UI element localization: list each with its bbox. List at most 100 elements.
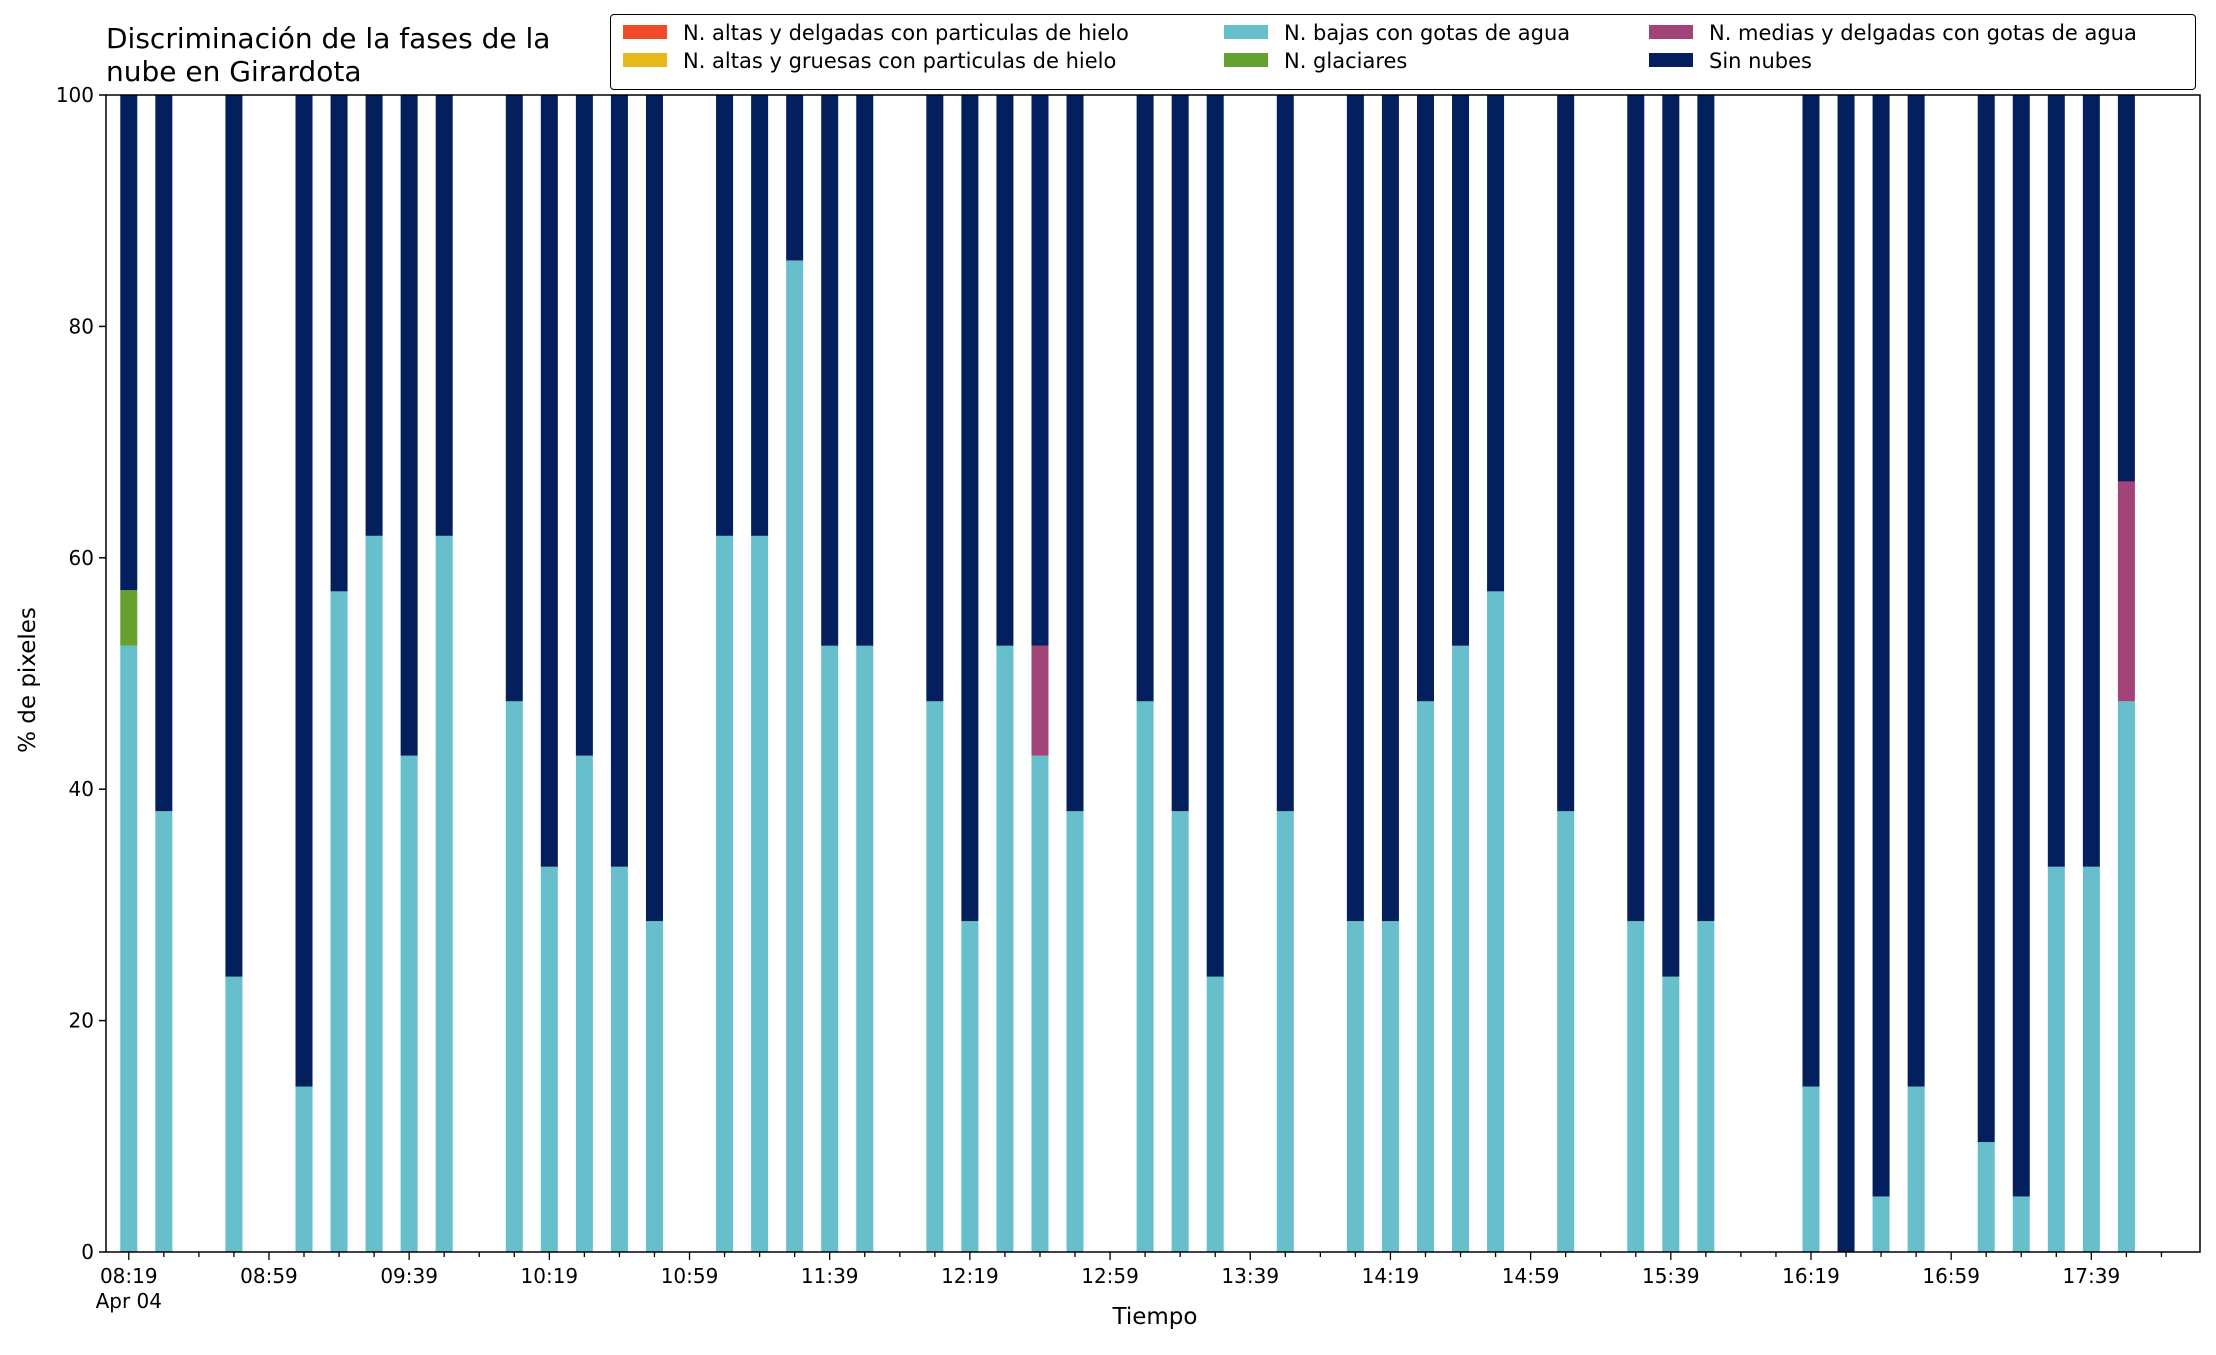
bar-segment [1837, 95, 1855, 1252]
bar-segment [1276, 811, 1294, 1252]
bar-segment [926, 95, 944, 702]
bar-segment [1662, 976, 1680, 1252]
bar-segment [365, 95, 383, 536]
bar-segment [2047, 866, 2065, 1252]
x-tick-label: 15:39 [1642, 1264, 1700, 1288]
chart-title: Discriminación de la fases de la nube en… [106, 22, 551, 88]
bar-segment [716, 535, 734, 1252]
legend-label: N. medias y delgadas con gotas de agua [1709, 21, 2137, 45]
y-tick-label: 60 [69, 546, 94, 570]
x-tick-label: 16:59 [1922, 1264, 1980, 1288]
legend-label: Sin nubes [1709, 49, 1812, 73]
bar-segment [1872, 1196, 1890, 1252]
bar-segment [365, 535, 383, 1252]
legend-swatch [623, 53, 667, 67]
bar-segment [1872, 95, 1890, 1197]
x-axis-label: Tiempo [1112, 1304, 1198, 1330]
bar-segment [751, 535, 769, 1252]
bar-segment [2117, 481, 2135, 702]
bar-segment [1697, 921, 1715, 1252]
bar-segment [926, 701, 944, 1252]
bar-segment [225, 976, 243, 1252]
x-tick-label: 10:59 [661, 1264, 719, 1288]
bar-segment [1206, 95, 1224, 977]
y-tick-label: 20 [69, 1009, 94, 1033]
bar-segment [155, 95, 173, 812]
x-tick-label: 14:59 [1502, 1264, 1560, 1288]
legend-label: N. altas y gruesas con particulas de hie… [683, 49, 1117, 73]
bar-segment [540, 95, 558, 867]
legend-swatch [623, 25, 667, 39]
bar-segment [996, 95, 1014, 646]
bar-segment [330, 95, 348, 592]
bar-segment [1697, 95, 1715, 922]
bar-segment [540, 866, 558, 1252]
bar-segment [2082, 95, 2100, 867]
bar-segment [610, 866, 628, 1252]
bar-segment [120, 95, 138, 591]
x-tick-label: 08:19 [100, 1264, 158, 1288]
bar-segment [400, 755, 418, 1252]
legend-swatch [1224, 53, 1268, 67]
bar-segment [1627, 921, 1645, 1252]
bar-segment [751, 95, 769, 536]
bar-segment [610, 95, 628, 867]
bar-segment [400, 95, 418, 756]
bar-segment [786, 260, 804, 1252]
bar-segment [1066, 95, 1084, 812]
bar-segment [1452, 645, 1470, 1252]
bar-segment [435, 95, 453, 536]
bar-segment [2012, 1196, 2030, 1252]
legend-swatch [1649, 25, 1693, 39]
bar-segment [505, 95, 523, 702]
bar-segment [1802, 1086, 1820, 1252]
bar-segment [120, 645, 138, 1252]
bar-segment [2082, 866, 2100, 1252]
bar-segment [1416, 95, 1434, 702]
bar-segment [1031, 755, 1049, 1252]
bar-segment [155, 811, 173, 1252]
x-tick-label: 16:19 [1782, 1264, 1840, 1288]
bar-segment [295, 95, 313, 1087]
y-tick-label: 80 [69, 314, 94, 338]
bar-segment [1907, 95, 1925, 1087]
y-tick-label: 0 [81, 1240, 94, 1264]
bar-segment [1802, 95, 1820, 1087]
bar-segment [2012, 95, 2030, 1197]
bar-segment [996, 645, 1014, 1252]
bar-segment [1487, 95, 1505, 592]
bar-segment [821, 645, 839, 1252]
x-tick-label: 14:19 [1362, 1264, 1420, 1288]
bar-segment [821, 95, 839, 646]
bar-segment [1487, 591, 1505, 1252]
bar-segment [120, 590, 138, 646]
legend-label: N. bajas con gotas de agua [1284, 21, 1571, 45]
bar-segment [1381, 95, 1399, 922]
bar-segment [1977, 1142, 1995, 1252]
bar-segment [2047, 95, 2065, 867]
x-tick-label: 08:59 [240, 1264, 298, 1288]
bar-segment [1977, 95, 1995, 1143]
bar-segment [2117, 95, 2135, 482]
bar-segment [330, 591, 348, 1252]
bar-segment [961, 95, 979, 922]
bar-segment [716, 95, 734, 536]
legend-label: N. altas y delgadas con particulas de hi… [683, 21, 1129, 45]
x-tick-label: 11:39 [801, 1264, 859, 1288]
bar-segment [1171, 811, 1189, 1252]
x-tick-label: 12:59 [1081, 1264, 1139, 1288]
bar-segment [1206, 976, 1224, 1252]
legend-swatch [1224, 25, 1268, 39]
plot-frame [105, 94, 2201, 1253]
bar-segment [1381, 921, 1399, 1252]
x-tick-label: 09:39 [380, 1264, 438, 1288]
bar-segment [856, 95, 874, 646]
bar-segment [1171, 95, 1189, 812]
bar-segment [1031, 645, 1049, 756]
bar-segment [1346, 95, 1364, 922]
x-tick-sublabel: Apr 04 [96, 1289, 162, 1313]
bar-segment [856, 645, 874, 1252]
y-tick-label: 40 [69, 777, 94, 801]
